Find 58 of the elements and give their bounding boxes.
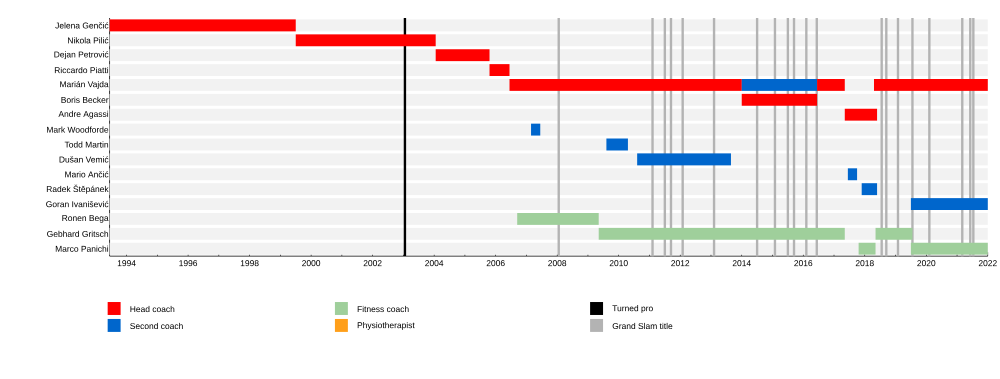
x-tick-label: 2008: [548, 260, 566, 266]
x-tick-label: 2010: [610, 260, 628, 266]
bar: [862, 183, 878, 196]
y-tick-label: Radek Štěpánek: [46, 184, 109, 194]
x-tick-label: 2018: [856, 260, 874, 266]
bar: [296, 34, 436, 46]
bar: [910, 198, 988, 210]
y-tick-label: Marián Vajda: [60, 81, 109, 90]
y-tick-label: Jelena Genčić: [55, 22, 108, 29]
x-tick-label: 2014: [732, 260, 751, 266]
bar: [874, 79, 988, 92]
legend-label: Grand Slam title: [612, 322, 672, 330]
x-tick-label: 2006: [486, 260, 505, 266]
bar: [606, 138, 628, 151]
bar: [848, 168, 858, 180]
y-tick-label: Mario Ančić: [65, 171, 108, 178]
y-tick-label: Mark Woodforde: [47, 126, 108, 133]
x-tick-label: 2012: [671, 260, 690, 266]
y-tick-label: Riccardo Piatti: [54, 67, 108, 74]
legend-label: Turned pro: [612, 305, 653, 314]
x-tick-label: 2020: [917, 260, 936, 266]
y-tick-label: Marco Panichi: [56, 246, 108, 252]
bar: [742, 79, 818, 92]
y-tick-label: Nikola Pilić: [68, 37, 108, 44]
x-tick-label: 2016: [794, 260, 812, 266]
x-tick-label: 1994: [118, 260, 136, 266]
legend-label: Fitness coach: [358, 306, 409, 312]
bar: [858, 242, 876, 255]
y-tick-label: Dejan Petrović: [54, 51, 108, 60]
legend-label: Physiotherapist: [358, 322, 415, 330]
y-tick-label: Goran Ivanišević: [46, 201, 108, 208]
bar: [637, 154, 731, 166]
y-tick-label: Dušan Vemić: [60, 156, 108, 163]
y-tick-label: Gebhard Gritsch: [47, 230, 108, 238]
legend-label: Head coach: [130, 306, 174, 312]
bar: [910, 242, 988, 255]
bar: [517, 213, 599, 226]
bar: [844, 108, 878, 121]
y-tick-label: Boris Becker: [61, 96, 108, 104]
bar: [876, 228, 912, 240]
y-tick-label: Andre Agassi: [58, 110, 108, 119]
x-tick-label: 2004: [425, 260, 444, 266]
x-tick-label: 1998: [240, 260, 259, 266]
bar: [531, 124, 540, 136]
bar: [436, 49, 490, 62]
bar: [742, 94, 818, 106]
x-tick-label: 1996: [179, 260, 198, 266]
legend-label: Second coach: [130, 322, 183, 330]
x-tick-label: 2002: [364, 260, 382, 266]
x-tick-label: 2000: [302, 260, 320, 266]
y-tick-label: Todd Martin: [64, 142, 108, 148]
bar: [817, 79, 845, 92]
x-tick-label: 2022: [978, 260, 997, 266]
bar: [490, 64, 510, 76]
bar: [598, 228, 845, 240]
bar: [510, 79, 742, 92]
bar: [110, 20, 296, 32]
y-tick-label: Ronen Bega: [62, 215, 109, 223]
